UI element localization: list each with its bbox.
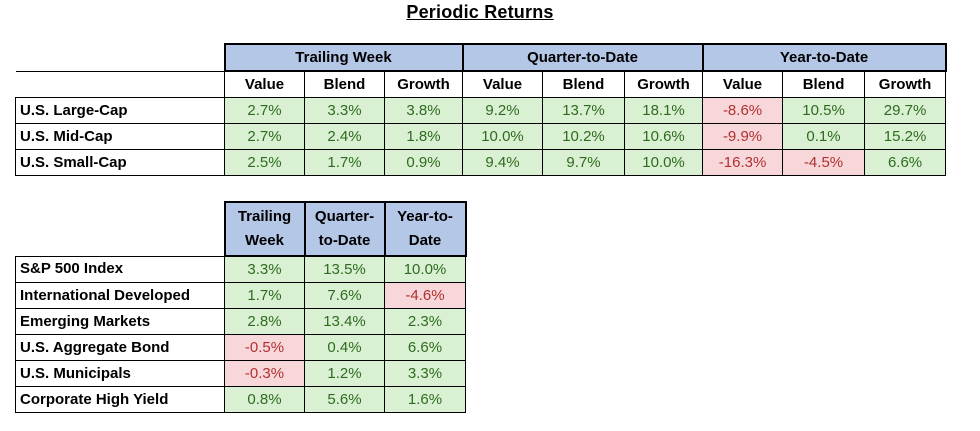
corner-cell xyxy=(15,44,225,72)
return-cell: -9.9% xyxy=(702,123,784,150)
row-label: Emerging Markets xyxy=(15,308,225,335)
return-cell: 10.2% xyxy=(542,123,625,150)
return-cell: 6.6% xyxy=(384,334,466,361)
table-row: Emerging Markets 2.8% 13.4% 2.3% xyxy=(15,308,466,335)
return-cell: 10.0% xyxy=(462,123,543,150)
return-cell: 9.7% xyxy=(542,149,625,176)
subheader-growth: Growth xyxy=(384,70,463,98)
return-cell: 2.5% xyxy=(224,149,305,176)
return-cell: 9.2% xyxy=(462,97,543,124)
return-cell: 6.6% xyxy=(864,149,947,176)
row-label: U.S. Mid-Cap xyxy=(15,123,225,150)
corner-cell xyxy=(15,71,225,98)
group-header-quarter-to-date: Quarter-to-Date xyxy=(461,43,704,72)
subheader-value: Value xyxy=(462,70,543,98)
row-label: U.S. Small-Cap xyxy=(15,149,225,176)
return-cell: 15.2% xyxy=(864,123,947,150)
header-line: Date xyxy=(408,232,442,249)
header-line: to-Date xyxy=(318,232,371,249)
return-cell: 13.4% xyxy=(304,308,385,335)
return-cell: 5.6% xyxy=(304,386,385,413)
return-cell: 13.7% xyxy=(542,97,625,124)
return-cell: 10.5% xyxy=(782,97,866,124)
row-label: U.S. Large-Cap xyxy=(15,97,225,124)
return-cell: 10.0% xyxy=(384,255,466,283)
return-cell: 2.7% xyxy=(224,123,305,150)
table-row: International Developed 1.7% 7.6% -4.6% xyxy=(15,282,466,309)
table-row: U.S. Small-Cap 2.5% 1.7% 0.9% 9.4% 9.7% 10.0% -… xyxy=(15,149,947,176)
return-cell: -0.5% xyxy=(224,334,305,361)
page-title: Periodic Returns xyxy=(406,2,554,22)
return-cell: -8.6% xyxy=(702,97,784,124)
return-cell: -4.5% xyxy=(782,149,866,176)
return-cell: 3.3% xyxy=(304,97,385,124)
subheader-growth: Growth xyxy=(623,70,704,98)
table-row: U.S. Aggregate Bond -0.5% 0.4% 6.6% xyxy=(15,334,466,361)
return-cell: -4.6% xyxy=(384,282,466,309)
table-row: U.S. Municipals -0.3% 1.2% 3.3% xyxy=(15,360,466,387)
row-label: U.S. Aggregate Bond xyxy=(15,334,225,361)
subheader-blend: Blend xyxy=(542,70,625,98)
header-line: Quarter- xyxy=(314,208,375,225)
return-cell: 18.1% xyxy=(623,97,704,124)
return-cell: -0.3% xyxy=(224,360,305,387)
subheader-value: Value xyxy=(702,70,784,98)
subheader-blend: Blend xyxy=(304,70,385,98)
return-cell: 29.7% xyxy=(864,97,947,124)
table-row: S&P 500 Index 3.3% 13.5% 10.0% xyxy=(15,255,466,283)
return-cell: -16.3% xyxy=(702,149,784,176)
row-label: U.S. Municipals xyxy=(15,360,225,387)
header-line: Week xyxy=(245,232,284,249)
header-line: Trailing xyxy=(237,208,292,225)
header-quarter-to-date: Quarter- to-Date xyxy=(303,201,386,257)
return-cell: 2.3% xyxy=(384,308,466,335)
table-row: U.S. Mid-Cap 2.7% 2.4% 1.8% 10.0% 10.2% 10.6% -… xyxy=(15,123,947,150)
return-cell: 2.8% xyxy=(224,308,305,335)
subheader-growth: Growth xyxy=(864,70,947,98)
return-cell: 1.2% xyxy=(304,360,385,387)
asset-class-returns-table: Trailing Week Quarter- to-Date Year-to- … xyxy=(15,201,467,413)
row-label: Corporate High Yield xyxy=(15,386,225,413)
corner-cell xyxy=(15,202,225,257)
return-cell: 1.7% xyxy=(304,149,385,176)
header-year-to-date: Year-to- Date xyxy=(383,201,467,257)
return-cell: 2.7% xyxy=(224,97,305,124)
return-cell: 0.9% xyxy=(384,149,463,176)
group-header-trailing-week: Trailing Week xyxy=(223,43,464,72)
subheader-blend: Blend xyxy=(782,70,866,98)
header-trailing-week: Trailing Week xyxy=(223,201,306,257)
row-label: International Developed xyxy=(15,282,225,309)
return-cell: 3.3% xyxy=(384,360,466,387)
return-cell: 10.0% xyxy=(623,149,704,176)
return-cell: 3.8% xyxy=(384,97,463,124)
table-row: U.S. Large-Cap 2.7% 3.3% 3.8% 9.2% 13.7% 18.1%… xyxy=(15,97,947,124)
return-cell: 9.4% xyxy=(462,149,543,176)
return-cell: 3.3% xyxy=(224,255,305,283)
return-cell: 7.6% xyxy=(304,282,385,309)
return-cell: 2.4% xyxy=(304,123,385,150)
return-cell: 0.4% xyxy=(304,334,385,361)
return-cell: 10.6% xyxy=(623,123,704,150)
row-label: S&P 500 Index xyxy=(15,255,225,283)
group-header-year-to-date: Year-to-Date xyxy=(701,43,947,72)
return-cell: 0.1% xyxy=(782,123,866,150)
return-cell: 1.7% xyxy=(224,282,305,309)
return-cell: 0.8% xyxy=(224,386,305,413)
return-cell: 13.5% xyxy=(304,255,385,283)
return-cell: 1.6% xyxy=(384,386,466,413)
table-row: Corporate High Yield 0.8% 5.6% 1.6% xyxy=(15,386,466,413)
return-cell: 1.8% xyxy=(384,123,463,150)
header-line: Year-to- xyxy=(397,208,453,225)
subheader-value: Value xyxy=(224,70,305,98)
style-returns-table: Trailing Week Quarter-to-Date Year-to-Da… xyxy=(15,43,947,176)
